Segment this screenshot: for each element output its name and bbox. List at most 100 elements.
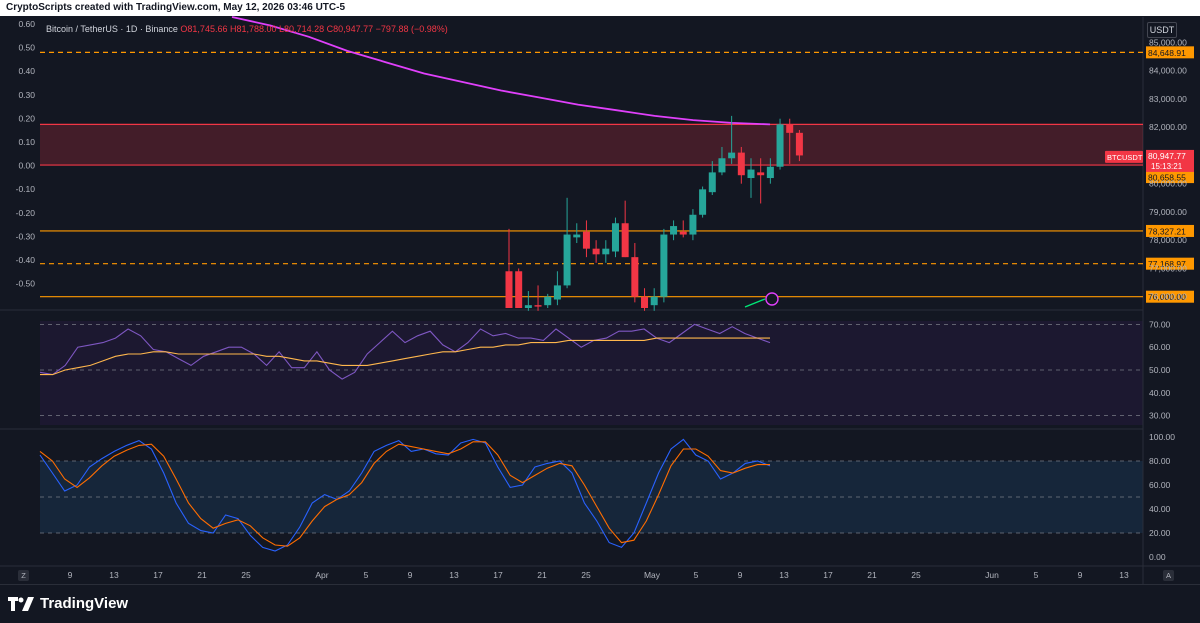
candle-body <box>563 234 571 286</box>
countdown: 15:13:21 <box>1151 162 1183 171</box>
x-axis-tick: 5 <box>694 570 699 580</box>
rsi-tick: 70.00 <box>1149 319 1171 329</box>
price-legend: Bitcoin / TetherUS · 1D · Binance O81,74… <box>46 24 448 34</box>
tradingview-logo-icon <box>8 596 34 611</box>
x-axis-tick: 25 <box>911 570 921 580</box>
legend-low: L80,714.28 <box>279 24 325 34</box>
candle-body <box>708 172 716 193</box>
x-axis-tick: 25 <box>581 570 591 580</box>
chart-canvas[interactable]: 84,648.91 78,327.21 77,168.97 76,000.00 80,6… <box>0 0 1200 584</box>
x-axis-tick: 13 <box>779 570 789 580</box>
x-axis-tick: 9 <box>68 570 73 580</box>
candle-body <box>573 234 581 238</box>
stoch-k-line <box>39 438 771 552</box>
scale-toggle-right-label: A <box>1166 571 1171 580</box>
left-scale-tick: 0.50 <box>18 43 35 53</box>
x-axis-tick: 9 <box>1078 570 1083 580</box>
candle-body <box>621 223 629 258</box>
price-tick: 77,000.00 <box>1149 263 1187 273</box>
level-label: 76,000.00 <box>1148 292 1186 302</box>
x-axis-tick: 17 <box>823 570 833 580</box>
left-scale-tick: -0.40 <box>16 255 36 265</box>
left-scale-tick: 0.40 <box>18 66 35 76</box>
candle-body <box>592 248 600 255</box>
x-axis-tick: 17 <box>493 570 503 580</box>
brand-name: TradingView <box>40 595 129 612</box>
level-badge <box>1146 224 1194 237</box>
stoch-tick: 80.00 <box>1149 456 1171 466</box>
rsi-line <box>39 323 771 380</box>
candle-body <box>718 158 726 173</box>
legend-open: O81,745.66 <box>180 24 228 34</box>
candle-body <box>747 169 755 179</box>
rsi-tick: 50.00 <box>1149 365 1171 375</box>
price-tick: 85,000.00 <box>1149 37 1187 47</box>
level-label: 84,648.91 <box>1148 48 1186 58</box>
candle-body <box>699 189 707 215</box>
left-scale-tick: 0.60 <box>18 19 35 29</box>
x-axis-tick: 5 <box>364 570 369 580</box>
currency-button[interactable]: USDT <box>1147 22 1177 38</box>
zone-bottom-badge <box>1146 171 1194 184</box>
x-axis-tick: 9 <box>738 570 743 580</box>
candle-body <box>757 172 765 176</box>
header-bar: CryptoScripts created with TradingView.c… <box>0 0 1200 16</box>
last-price-badge <box>1146 149 1194 172</box>
stoch-tick: 0.00 <box>1149 552 1166 562</box>
resistance-zone <box>40 124 1143 166</box>
rsi-tick: 30.00 <box>1149 411 1171 421</box>
header-title: CryptoScripts created with TradingView.c… <box>6 2 346 13</box>
candle-body <box>582 231 590 249</box>
level-label: 77,168.97 <box>1148 259 1186 269</box>
candle-body <box>795 132 803 156</box>
zone-bottom-label: 80,658.55 <box>1148 173 1186 183</box>
tradingview-brand[interactable]: TradingView <box>8 595 128 612</box>
candle-body <box>524 305 532 308</box>
x-axis-tick: May <box>644 570 661 580</box>
left-scale-tick: -0.10 <box>16 184 36 194</box>
candle-body <box>602 248 610 255</box>
legend-high: H81,788.00 <box>229 24 277 34</box>
left-scale-tick: 0.30 <box>18 90 35 100</box>
auto-scale-toggle-left[interactable] <box>18 570 29 581</box>
candle-body <box>670 226 678 235</box>
left-scale-tick: -0.50 <box>16 279 36 289</box>
symbol-tag: BTCUSDT <box>1107 153 1143 162</box>
candle-body <box>737 152 745 176</box>
candle-body <box>786 124 794 133</box>
x-axis-tick: 9 <box>408 570 413 580</box>
candle-body <box>515 271 523 308</box>
x-axis-tick: Apr <box>315 570 328 580</box>
x-axis-tick: 25 <box>241 570 251 580</box>
price-tick: 79,000.00 <box>1149 207 1187 217</box>
candle-body <box>641 296 649 308</box>
footer <box>0 584 1200 623</box>
x-axis-tick: 13 <box>1119 570 1129 580</box>
x-axis-tick: 13 <box>449 570 459 580</box>
candle-body <box>679 231 687 235</box>
candle-body <box>660 234 668 297</box>
stoch-d-line <box>39 441 770 547</box>
candle-body <box>553 285 561 300</box>
last-price: 80,947.77 <box>1148 151 1186 161</box>
legend-symbol: Bitcoin / TetherUS · 1D · Binance <box>46 24 178 34</box>
rsi-tick: 60.00 <box>1149 342 1171 352</box>
x-axis-tick: 21 <box>537 570 547 580</box>
legend-change: −797.88 (−0.98%) <box>375 24 448 34</box>
x-axis-tick: 5 <box>1034 570 1039 580</box>
x-axis-tick: 21 <box>197 570 207 580</box>
candle-body <box>534 305 542 307</box>
price-tick: 78,000.00 <box>1149 235 1187 245</box>
left-scale-tick: -0.30 <box>16 231 36 241</box>
left-scale-tick: -0.20 <box>16 208 36 218</box>
candle-body <box>776 124 784 167</box>
candle-body <box>728 152 736 159</box>
price-tick: 84,000.00 <box>1149 66 1187 76</box>
moving-average-line <box>231 16 771 126</box>
rsi-ma-line <box>40 337 770 376</box>
auto-scale-toggle-right[interactable] <box>1163 570 1174 581</box>
rsi-tick: 40.00 <box>1149 388 1171 398</box>
x-axis-tick: Jun <box>985 570 999 580</box>
left-scale-tick: 0.20 <box>18 113 35 123</box>
price-tick: 76,000.00 <box>1149 292 1187 302</box>
